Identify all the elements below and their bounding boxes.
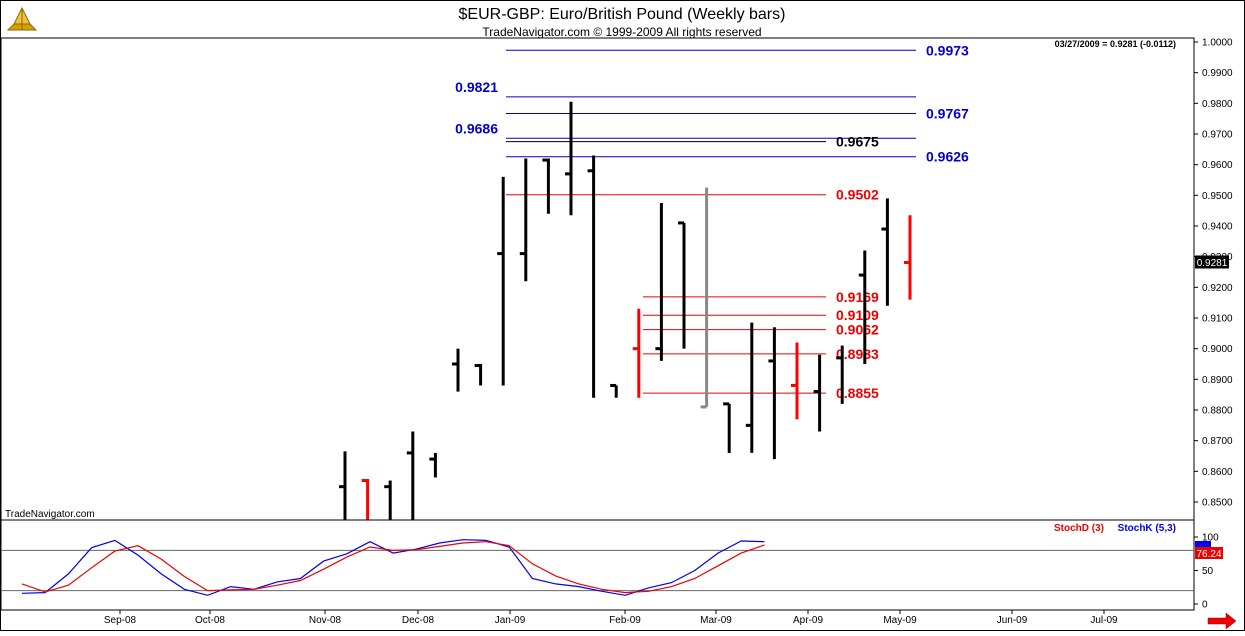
time-tick-label: Oct-08: [195, 615, 225, 626]
price-tick-label: 0.9200: [1202, 283, 1233, 294]
price-bars: [339, 101, 912, 520]
price-tick-label: 0.9500: [1202, 191, 1233, 202]
price-tick-label: 0.9400: [1202, 222, 1233, 233]
level-label: 0.9109: [836, 307, 879, 323]
trade-navigator-logo[interactable]: [6, 6, 38, 31]
time-tick-label: Mar-09: [700, 615, 732, 626]
time-tick-label: Feb-09: [609, 615, 641, 626]
level-label: 0.8983: [836, 346, 879, 362]
price-tick-label: 0.9600: [1202, 160, 1233, 171]
price-tick-label: 0.8900: [1202, 375, 1233, 386]
last-quote-readout: 03/27/2009 = 0.9281 (-0.0112): [1055, 39, 1176, 49]
stoch-tick-label: 0: [1202, 600, 1208, 611]
stoch-k-legend: StochK (5,3): [1118, 523, 1176, 534]
price-levels: 0.9973 0.9821 0.9767 0.9686 0.9675 0.9626 0.95…: [455, 42, 969, 401]
time-tick-label: Apr-09: [793, 615, 823, 626]
price-tick-label: 0.9800: [1202, 99, 1233, 110]
time-axis: Sep-08 Oct-08 Nov-08 Dec-08 Jan-09 Feb-09 Mar-…: [104, 610, 1118, 626]
stoch-tick-label: 50: [1202, 566, 1214, 577]
stoch-current-marker: 76.24: [1195, 541, 1223, 560]
time-tick-label: May-09: [883, 615, 917, 626]
time-tick-label: Jul-09: [1090, 615, 1118, 626]
level-label: 0.9686: [455, 120, 498, 136]
level-label: 0.8855: [836, 385, 879, 401]
current-price-marker: 0.9281: [1195, 255, 1229, 269]
time-tick-label: Dec-08: [402, 615, 435, 626]
stoch-current-label: 76.24: [1196, 549, 1221, 560]
price-tick-label: 0.8600: [1202, 467, 1233, 478]
time-tick-label: Jun-09: [997, 615, 1028, 626]
level-label: 0.9502: [836, 187, 879, 203]
level-label: 0.9626: [926, 149, 969, 165]
stoch-panel-frame: [0, 519, 1195, 611]
current-price-label: 0.9281: [1197, 258, 1228, 269]
chart-title: $EUR-GBP: Euro/British Pound (Weekly bar…: [459, 6, 786, 23]
price-tick-label: 0.8500: [1202, 498, 1233, 509]
stoch-series-line: [21, 541, 765, 594]
level-label: 0.9675: [836, 134, 879, 150]
stoch-series-line: [21, 539, 765, 596]
price-tick-label: 0.8700: [1202, 436, 1233, 447]
level-label: 0.9169: [836, 289, 879, 305]
stoch-tick-label: 100: [1202, 533, 1219, 544]
price-tick-label: 0.9000: [1202, 344, 1233, 355]
copyright-text: TradeNavigator.com © 1999-2009 All right…: [482, 25, 761, 39]
level-label: 0.9973: [926, 42, 969, 58]
price-tick-label: 0.8800: [1202, 406, 1233, 417]
time-tick-label: Sep-08: [104, 615, 137, 626]
stoch-d-legend: StochD (3): [1054, 523, 1104, 534]
price-tick-label: 0.9700: [1202, 130, 1233, 141]
time-tick-label: Jan-09: [495, 615, 526, 626]
price-tick-label: 0.9900: [1202, 68, 1233, 79]
level-label: 0.9062: [836, 322, 879, 338]
price-axis-ticks: 1.0000 0.9900 0.9800 0.9700 0.9600 0.9500 0.94…: [1194, 38, 1233, 509]
price-tick-label: 0.9100: [1202, 314, 1233, 325]
level-label: 0.9767: [926, 105, 969, 121]
stoch-lines: [21, 539, 765, 596]
scroll-right-arrow-icon[interactable]: [1207, 612, 1237, 630]
watermark-text: TradeNavigator.com: [5, 509, 95, 520]
level-label: 0.9821: [455, 79, 498, 95]
price-tick-label: 1.0000: [1202, 38, 1233, 49]
time-tick-label: Nov-08: [309, 615, 342, 626]
